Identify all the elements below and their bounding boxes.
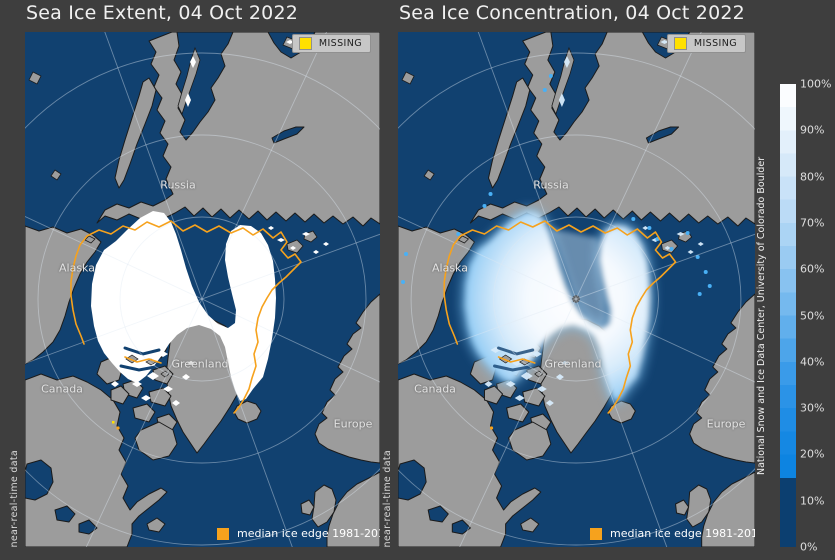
median-edge-label: median ice edge 1981-2010: [237, 527, 380, 540]
nsidc-credit: National Snow and Ice Data Center, Unive…: [756, 156, 767, 475]
colorbar-tick-label: 100%: [800, 77, 832, 91]
concentration-map-image: [398, 32, 755, 547]
map-label-europe: Europe: [706, 417, 746, 431]
concentration-map: Russia Alaska Canada Greenland Europe MI…: [398, 32, 755, 547]
concentration-colorbar: [780, 84, 796, 547]
median-edge-swatch-icon: [217, 527, 229, 540]
missing-legend: MISSING: [291, 34, 371, 53]
missing-swatch-icon: [673, 37, 687, 50]
extent-map-image: [25, 32, 380, 547]
median-edge-legend: median ice edge 1981-2010: [590, 527, 755, 540]
colorbar-tick-label: 80%: [800, 170, 825, 184]
map-label-greenland: Greenland: [171, 357, 229, 371]
map-label-alaska: Alaska: [432, 261, 468, 275]
extent-map: Russia Alaska Canada Greenland Europe MI…: [25, 32, 380, 547]
map-label-europe: Europe: [333, 417, 373, 431]
colorbar-tick-label: 60%: [800, 262, 825, 276]
map-label-canada: Canada: [41, 382, 83, 396]
median-edge-swatch-icon: [590, 527, 602, 540]
missing-legend: MISSING: [666, 34, 746, 53]
sea-ice-extent-panel: Sea Ice Extent, 04 Oct 2022 Russia Alask…: [9, 0, 380, 560]
map-label-russia: Russia: [533, 178, 569, 192]
colorbar-tick-label: 20%: [800, 447, 825, 461]
median-edge-legend: median ice edge 1981-2010: [217, 527, 380, 540]
colorbar-tick-label: 0%: [800, 540, 818, 554]
near-real-time-watermark: near-real-time data: [382, 449, 393, 547]
colorbar-tick-label: 50%: [800, 309, 825, 322]
colorbar-tick-label: 30%: [800, 401, 825, 415]
colorbar-tick-label: 70%: [800, 216, 825, 230]
missing-swatch-icon: [298, 37, 312, 50]
map-label-alaska: Alaska: [59, 261, 95, 275]
sea-ice-concentration-panel: Sea Ice Concentration, 04 Oct 2022 Russi…: [382, 0, 755, 560]
near-real-time-watermark: near-real-time data: [9, 449, 20, 547]
missing-label: MISSING: [318, 38, 362, 49]
colorbar-tick-label: 10%: [800, 494, 825, 508]
missing-label: MISSING: [693, 38, 737, 49]
colorbar-tick-labels: 100% 90% 80% 70% 60% 50% 40% 30% 20% 10% 0%: [800, 78, 835, 554]
map-label-russia: Russia: [160, 178, 196, 192]
extent-title: Sea Ice Extent, 04 Oct 2022: [26, 2, 299, 24]
map-label-greenland: Greenland: [544, 357, 602, 371]
colorbar-tick-label: 40%: [800, 355, 825, 369]
colorbar-tick-label: 90%: [800, 123, 825, 137]
median-edge-label: median ice edge 1981-2010: [610, 527, 755, 540]
map-label-canada: Canada: [414, 382, 456, 396]
concentration-title: Sea Ice Concentration, 04 Oct 2022: [399, 2, 745, 24]
